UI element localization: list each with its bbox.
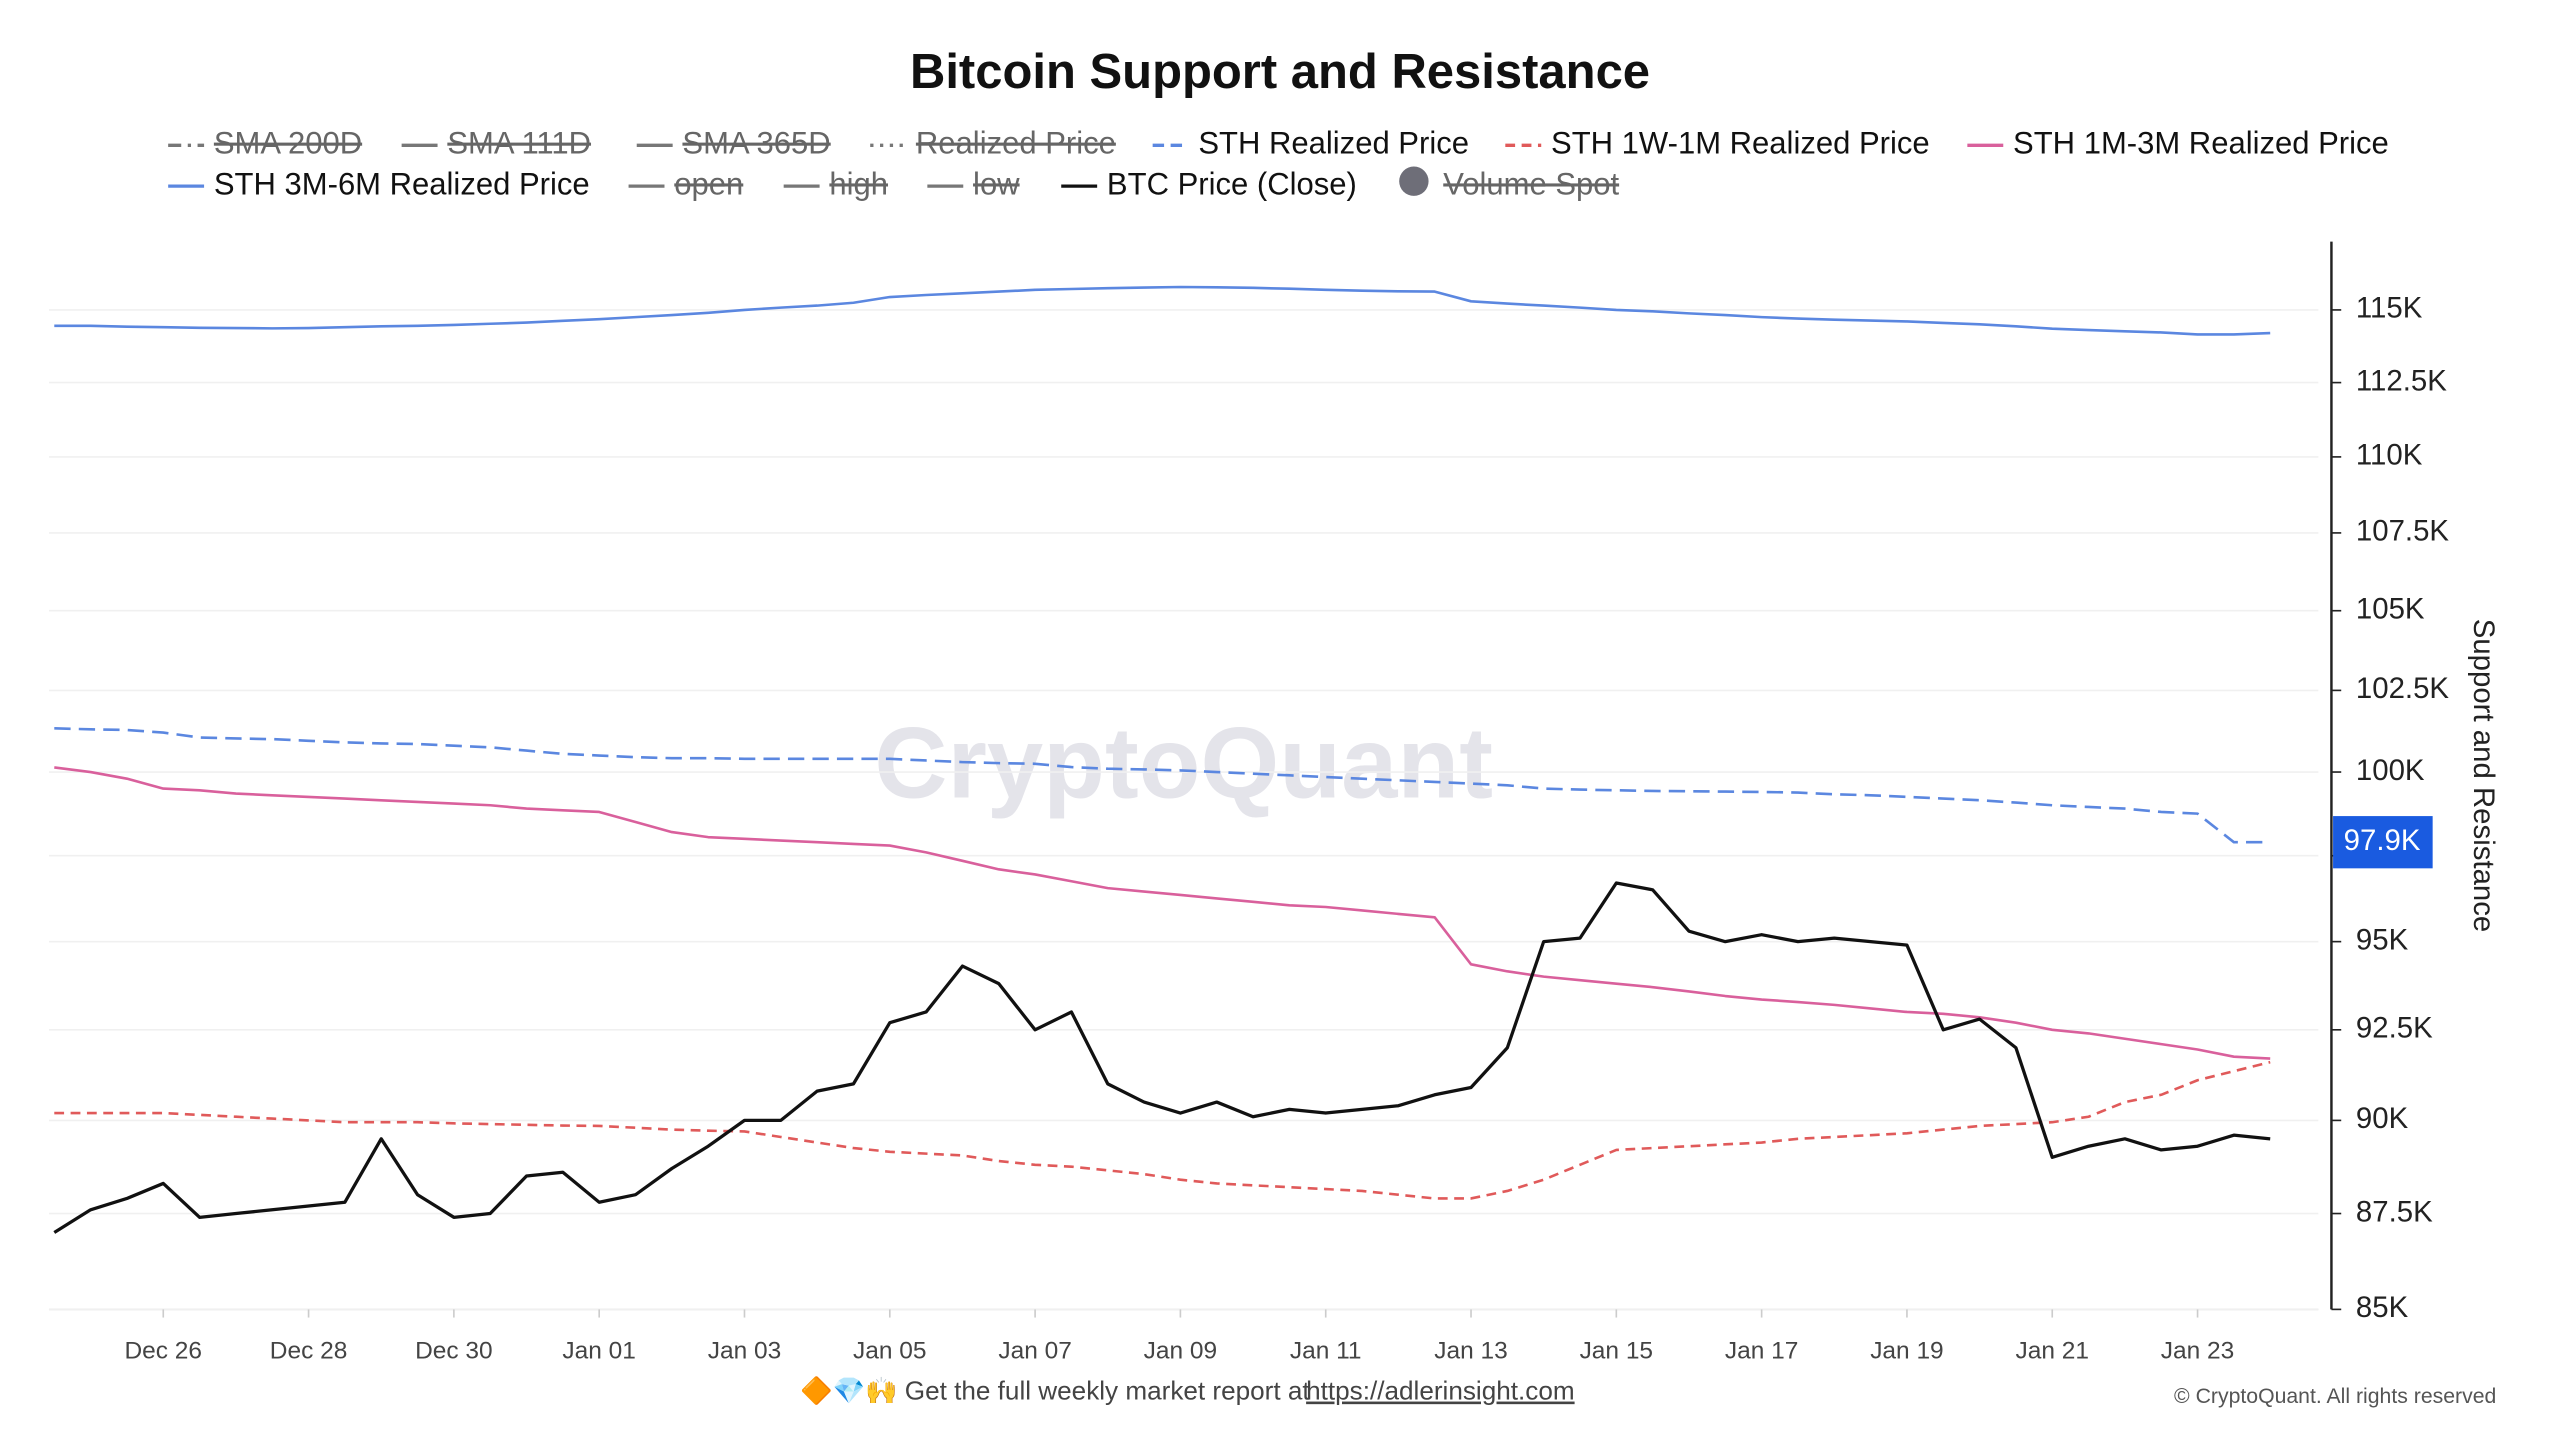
legend-label[interactable]: Volume Spot [1443, 166, 1619, 201]
x-tick-label: Jan 11 [1290, 1337, 1362, 1364]
legend-label[interactable]: Realized Price [916, 125, 1116, 160]
x-tick-label: Dec 30 [415, 1337, 493, 1364]
legend-label[interactable]: BTC Price (Close) [1107, 166, 1357, 201]
x-tick-label: Jan 07 [998, 1337, 1071, 1364]
legend-label[interactable]: SMA 111D [447, 125, 591, 160]
legend-label[interactable]: low [973, 166, 1020, 201]
x-tick-label: Dec 28 [270, 1337, 348, 1364]
watermark: CryptoQuant [874, 706, 1493, 819]
y-tick-label: 112.5K [2356, 364, 2447, 397]
legend-label[interactable]: STH 3M-6M Realized Price [214, 166, 590, 201]
x-tick-label: Jan 05 [853, 1337, 926, 1364]
x-tick-label: Jan 09 [1144, 1337, 1217, 1364]
y-tick-label: 90K [2356, 1102, 2409, 1135]
price-marker [2333, 816, 2433, 869]
y-axis-label: Support and Resistance [2467, 619, 2500, 933]
y-tick-label: 105K [2356, 592, 2425, 625]
x-tick-label: Dec 26 [124, 1337, 202, 1364]
chart-title: Bitcoin Support and Resistance [910, 45, 1650, 99]
legend-marker [1399, 166, 1429, 196]
x-tick-label: Jan 13 [1434, 1337, 1507, 1364]
x-tick-label: Jan 19 [1870, 1337, 1943, 1364]
footer-link[interactable]: https://adlerinsight.com [1306, 1376, 1574, 1406]
x-tick-label: Jan 01 [562, 1337, 635, 1364]
legend-label[interactable]: STH Realized Price [1198, 125, 1469, 160]
legend-label[interactable]: SMA 365D [682, 125, 830, 160]
x-tick-label: Jan 17 [1725, 1337, 1798, 1364]
y-tick-label: 115K [2356, 292, 2423, 325]
y-tick-label: 87.5K [2356, 1195, 2433, 1228]
y-tick-label: 107.5K [2356, 515, 2450, 548]
series-line [54, 1060, 2271, 1200]
copyright: © CryptoQuant. All rights reserved [2174, 1385, 2496, 1408]
legend-label[interactable]: SMA 200D [214, 125, 362, 160]
x-tick-label: Jan 21 [2016, 1337, 2089, 1364]
series-line [54, 727, 2271, 844]
y-tick-label: 85K [2356, 1291, 2409, 1324]
y-tick-label: 110K [2356, 439, 2423, 472]
y-tick-label: 95K [2356, 923, 2409, 956]
y-tick-label: 102.5K [2356, 672, 2450, 705]
series-line [54, 285, 2271, 336]
footer-text: 🔶💎🙌 Get the full weekly market report at [800, 1376, 1310, 1406]
legend-label[interactable]: high [829, 166, 888, 201]
series-line [53, 881, 2271, 1234]
legend-label[interactable]: STH 1W-1M Realized Price [1551, 125, 1930, 160]
series-line [54, 766, 2271, 1060]
legend-label[interactable]: open [674, 166, 743, 201]
x-tick-label: Jan 03 [708, 1337, 781, 1364]
legend-label[interactable]: STH 1M-3M Realized Price [2013, 125, 2389, 160]
y-tick-label: 100K [2356, 754, 2425, 787]
x-tick-label: Jan 15 [1580, 1337, 1653, 1364]
x-tick-label: Jan 23 [2161, 1337, 2234, 1364]
y-tick-label: 92.5K [2356, 1012, 2433, 1045]
price-marker-label: 97.9K [2344, 824, 2421, 857]
